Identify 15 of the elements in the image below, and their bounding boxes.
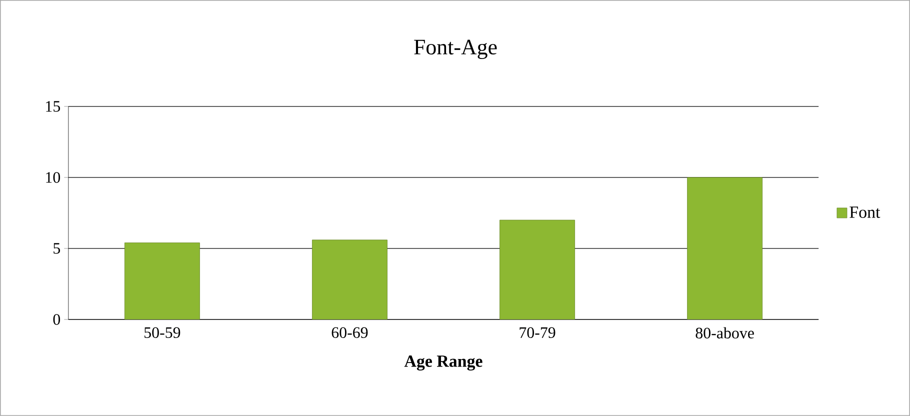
x-tick-label: 80-above — [696, 327, 754, 339]
x-tick-label: 50-59 — [144, 327, 180, 338]
bar — [687, 177, 763, 320]
y-tick-label: 0 — [53, 314, 60, 325]
bar — [312, 240, 388, 320]
x-tick-label: 60-69 — [332, 327, 368, 338]
y-tick-label: 10 — [46, 172, 60, 183]
y-tick-label: 5 — [54, 243, 60, 254]
y-tick-label: 15 — [46, 101, 60, 112]
x-axis-title: Age Range — [404, 356, 482, 371]
legend-label: Font — [850, 206, 880, 218]
bar — [500, 220, 575, 320]
bar — [124, 242, 200, 320]
chart-title: Font-Age — [414, 40, 497, 60]
x-tick-label: 70-79 — [520, 327, 556, 338]
